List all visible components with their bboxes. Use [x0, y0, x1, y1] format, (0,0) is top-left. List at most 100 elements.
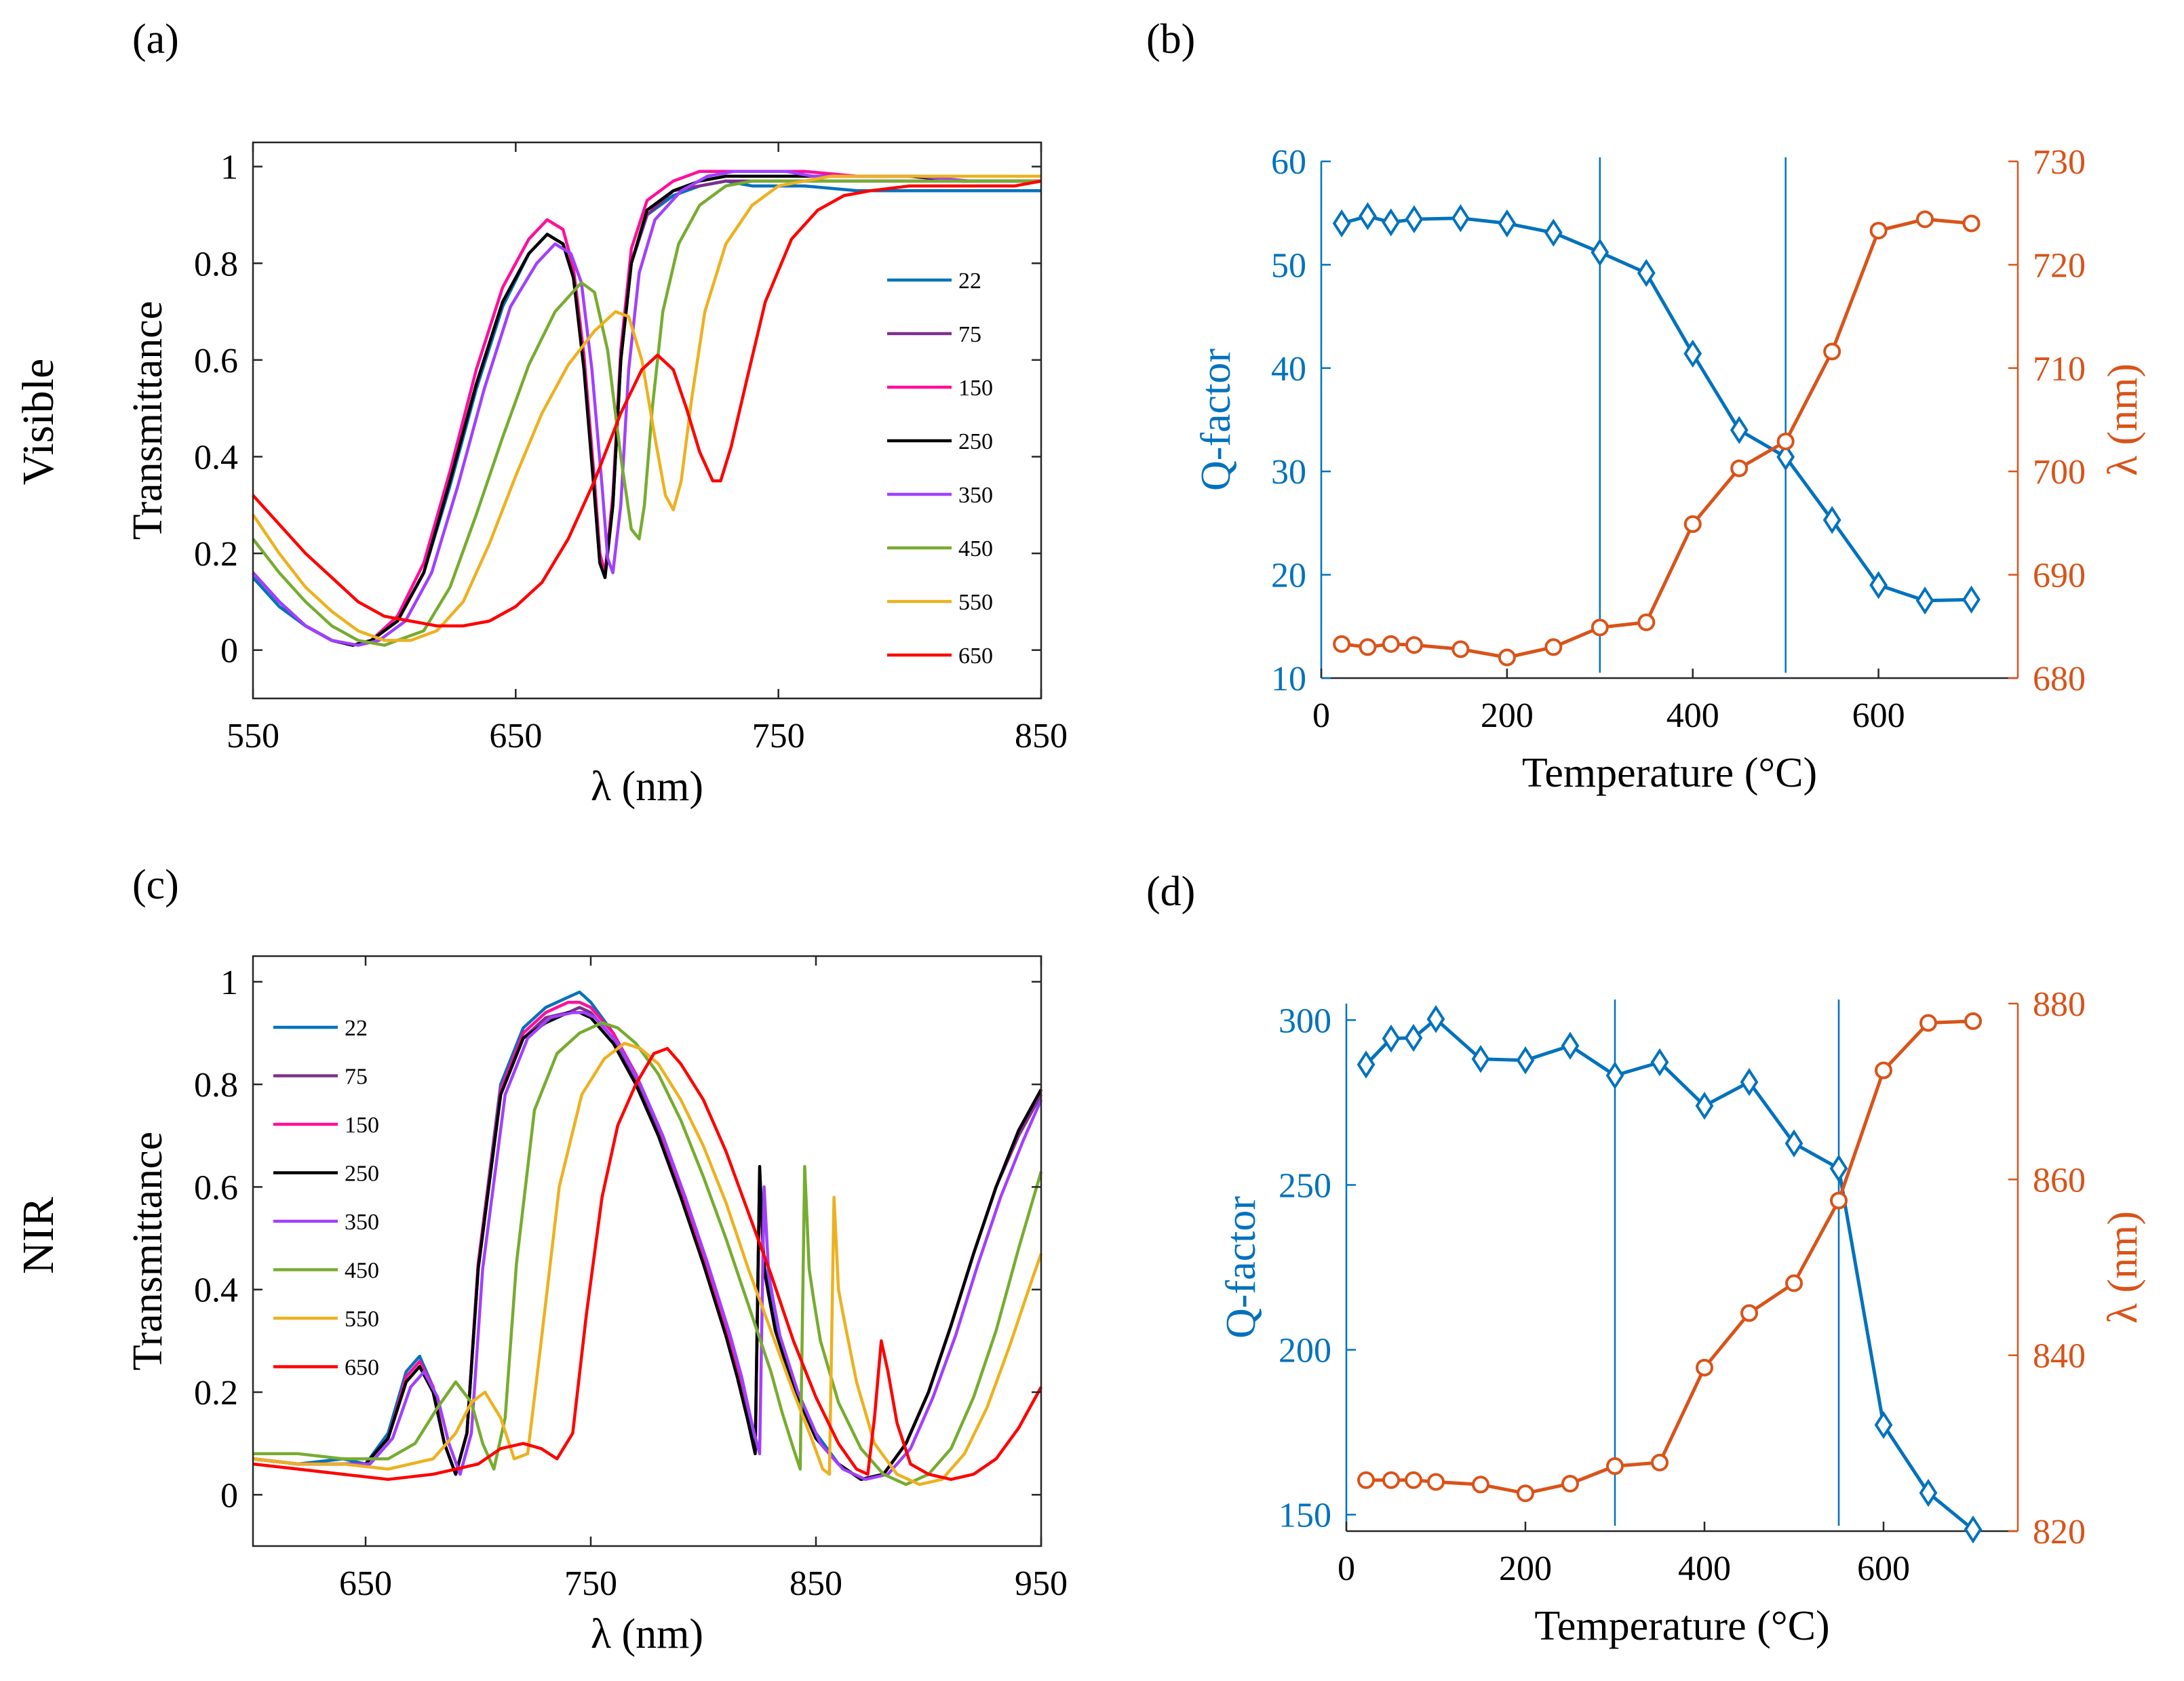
chart-c: 650 750 850 950 0 0.2 0.4 0.6 0.8 1 λ (nm) Transmit…: [125, 955, 1068, 1657]
q-factor-point: [1544, 218, 1563, 247]
left-tick-label: 60: [1271, 143, 1306, 182]
series-line-q-factor: [1341, 214, 1972, 603]
legend-label-650: 650: [345, 1356, 379, 1381]
left-tick-label: 300: [1279, 1002, 1331, 1040]
series-line-650: [252, 179, 1042, 628]
wavelength-point: [1730, 459, 1749, 477]
q-factor-point: [1785, 1129, 1803, 1158]
x-tick-label: 600: [1857, 1549, 1910, 1588]
legend-label-150: 150: [958, 376, 993, 401]
x-tick-label: 200: [1499, 1549, 1552, 1588]
wavelength-point: [1359, 638, 1377, 656]
x-axis-label: Temperature (°C): [1522, 750, 1817, 796]
series-line-550: [252, 174, 1041, 642]
left-tick-label: 30: [1271, 453, 1306, 492]
y-axis-label: Transmittance: [125, 301, 171, 540]
legend-label-550: 550: [958, 590, 993, 615]
legend-label-22: 22: [958, 269, 981, 294]
y-tick-label: 0: [220, 632, 238, 671]
x-tick-label: 650: [339, 1564, 392, 1603]
chart-a: 550 650 750 850 0 0.2 0.4 0.6 0.8 1 λ (nm) Transmit…: [125, 141, 1068, 810]
legend-label-22: 22: [345, 1016, 368, 1041]
right-tick-label: 710: [2033, 350, 2086, 389]
q-factor-point: [1471, 1045, 1490, 1073]
wavelength-point: [1517, 1484, 1534, 1503]
q-factor-point: [1591, 238, 1610, 266]
right-tick-label: 690: [2033, 557, 2086, 595]
y-tick-label: 0.4: [194, 1271, 238, 1310]
wavelength-point: [1962, 214, 1981, 233]
wavelength-point: [1451, 640, 1470, 658]
q-factor-point: [1740, 1068, 1759, 1096]
wavelength-point: [1333, 635, 1351, 653]
q-factor-point: [1962, 585, 1981, 614]
x-tick-label: 550: [227, 717, 279, 755]
q-factor-point: [1426, 1005, 1445, 1033]
series-line-350: [252, 170, 1041, 647]
q-factor-point: [1382, 1024, 1401, 1053]
q-factor-point: [1332, 209, 1351, 238]
y-axis-label: Transmittance: [125, 1132, 171, 1370]
wavelength-point: [1740, 1304, 1758, 1322]
wavelength-point: [1382, 1471, 1400, 1489]
wavelength-point: [1498, 648, 1516, 667]
legend-label-150: 150: [345, 1113, 379, 1138]
q-factor-point: [1357, 1050, 1376, 1079]
legend-label-250: 250: [345, 1162, 379, 1187]
q-factor-point: [1776, 443, 1795, 471]
x-tick-label: 0: [1312, 696, 1330, 735]
right-tick-label: 720: [2033, 246, 2086, 285]
right-axis-label: λ (nm): [2100, 1211, 2146, 1324]
right-tick-label: 730: [2033, 143, 2086, 182]
x-tick-label: 850: [789, 1564, 842, 1603]
wavelength-point: [1544, 638, 1563, 656]
wavelength-point: [1964, 1012, 1982, 1030]
y-tick-label: 0.2: [194, 535, 238, 574]
x-tick-label: 650: [489, 717, 542, 755]
y-tick-label: 0: [220, 1476, 238, 1515]
panel-label-c: (c): [132, 862, 179, 908]
chart-d: 0 200 400 600 150 200 250 300 820 840 860 880 Temper…: [1218, 985, 2146, 1649]
left-tick-label: 10: [1271, 660, 1306, 698]
series-line-350: [252, 1010, 1043, 1481]
wavelength-point: [1606, 1457, 1624, 1476]
q-factor-point: [1404, 1023, 1423, 1052]
wavelength-point: [1472, 1476, 1489, 1494]
series-line-q-factor: [1365, 1017, 1974, 1531]
y-tick-label: 0.6: [194, 1168, 238, 1207]
wavelength-point: [1869, 222, 1888, 240]
x-tick-label: 400: [1678, 1549, 1731, 1588]
right-tick-label: 680: [2033, 660, 2086, 698]
wavelength-point: [1919, 1014, 1937, 1032]
q-factor-point: [1822, 506, 1841, 534]
q-factor-point: [1637, 258, 1656, 288]
wavelength-point: [1916, 210, 1934, 229]
legend-label-350: 350: [345, 1210, 379, 1235]
q-factor-point: [1405, 205, 1424, 234]
series-line-wavelength: [1366, 1019, 1974, 1495]
left-tick-label: 150: [1279, 1497, 1331, 1535]
x-tick-label: 950: [1015, 1564, 1068, 1603]
wavelength-point: [1382, 635, 1400, 653]
q-factor-point: [1869, 571, 1888, 599]
x-tick-label: 850: [1015, 717, 1068, 755]
x-tick-label: 750: [564, 1564, 617, 1603]
q-factor-point: [1516, 1046, 1535, 1075]
legend-label-250: 250: [958, 429, 993, 454]
series-line-250: [252, 174, 1041, 647]
wavelength-point: [1785, 1274, 1803, 1292]
q-factor-point: [1498, 209, 1517, 238]
left-tick-label: 50: [1271, 246, 1306, 285]
row-label-visible: Visible: [14, 359, 63, 486]
panel-label-b: (b): [1146, 16, 1195, 62]
wavelength-point: [1405, 636, 1423, 654]
wavelength-point: [1823, 342, 1841, 361]
right-tick-label: 840: [2033, 1337, 2086, 1376]
left-tick-label: 250: [1279, 1166, 1331, 1205]
legend-label-450: 450: [345, 1259, 379, 1284]
legend-label-350: 350: [958, 483, 993, 508]
left-tick-label: 20: [1271, 557, 1306, 595]
q-factor-point: [1695, 1092, 1714, 1120]
x-axis-label: λ (nm): [591, 764, 703, 810]
